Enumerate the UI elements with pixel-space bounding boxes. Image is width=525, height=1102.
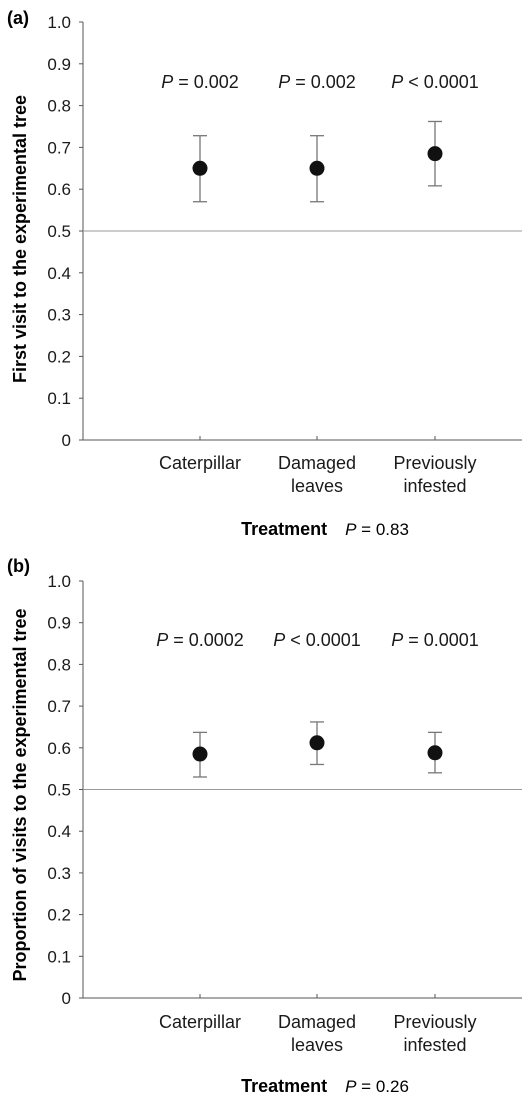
y-tick-label: 0.9: [47, 614, 71, 633]
y-tick-label: 0.7: [47, 138, 71, 157]
panel-b-x-axis-label: Treatment P = 0.26: [241, 1076, 409, 1096]
y-tick-label: 0.1: [47, 389, 71, 408]
y-tick-label: 0: [62, 989, 71, 1008]
panel-b-p-labels: P = 0.0002 P < 0.0001 P = 0.0001: [156, 630, 479, 650]
y-tick-label: 0.6: [47, 739, 71, 758]
y-tick-label: 0.4: [47, 264, 71, 283]
y-tick-label: 0.4: [47, 822, 71, 841]
p-value-label: P = 0.0002: [156, 630, 244, 650]
y-tick-label: 0.3: [47, 864, 71, 883]
panel-a-x-categories: Caterpillar Damaged leaves Previously infest…: [159, 453, 477, 496]
data-point: [192, 746, 208, 762]
x-category-label: Previously: [393, 453, 476, 473]
panel-a-p-labels: P = 0.002 P = 0.002 P < 0.0001: [161, 72, 479, 92]
p-value-label: P = 0.0001: [391, 630, 479, 650]
y-tick-label: 0.5: [47, 222, 71, 241]
x-category-label: Caterpillar: [159, 1012, 241, 1032]
x-category-label: Previously: [393, 1012, 476, 1032]
panel-b-y-axis-label: Proportion of visits to the experimental…: [10, 608, 30, 981]
panel-a-label: (a): [7, 8, 29, 28]
y-tick-label: 0.8: [47, 97, 71, 116]
p-value-label: P < 0.0001: [391, 72, 479, 92]
y-tick-label: 0.6: [47, 180, 71, 199]
panel-a-x-axis-label: Treatment P = 0.83: [241, 519, 409, 539]
panel-a-axes: 0 0.1 0.2 0.3 0.4 0.5 0.6 0.7 0.8 0.9 1.0: [47, 13, 522, 450]
y-tick-label: 0.7: [47, 697, 71, 716]
y-tick-label: 0.2: [47, 906, 71, 925]
data-point: [309, 735, 325, 751]
x-category-label: infested: [403, 476, 466, 496]
y-tick-label: 0.8: [47, 655, 71, 674]
panel-a-y-axis-label: First visit to the experimental tree: [10, 95, 30, 383]
x-category-label: leaves: [291, 1035, 343, 1055]
y-tick-label: 1.0: [47, 572, 71, 591]
data-point: [309, 160, 325, 176]
x-category-label: infested: [403, 1035, 466, 1055]
y-tick-label: 0: [62, 431, 71, 450]
panel-b-x-categories: Caterpillar Damaged leaves Previously infest…: [159, 1012, 477, 1055]
panel-b-label: (b): [7, 556, 30, 576]
p-value-label: P < 0.0001: [273, 630, 361, 650]
data-point: [427, 745, 443, 761]
data-point: [192, 160, 208, 176]
panel-b: (b) Proportion of visits to the experime…: [7, 556, 522, 1096]
x-category-label: Damaged: [278, 453, 356, 473]
y-tick-label: 0.5: [47, 781, 71, 800]
p-value-label: P = 0.002: [278, 72, 356, 92]
p-value-label: P = 0.002: [161, 72, 239, 92]
y-tick-label: 0.1: [47, 947, 71, 966]
panel-a-marks: [192, 120, 443, 203]
panel-a: (a) First visit to the experimental tree…: [7, 8, 522, 539]
x-category-label: Caterpillar: [159, 453, 241, 473]
x-category-label: leaves: [291, 476, 343, 496]
panel-b-axes: 0 0.1 0.2 0.3 0.4 0.5 0.6 0.7 0.8 0.9 1.0: [47, 572, 522, 1008]
x-category-label: Damaged: [278, 1012, 356, 1032]
y-tick-label: 0.9: [47, 55, 71, 74]
y-tick-label: 0.3: [47, 306, 71, 325]
panel-b-marks: [192, 721, 443, 778]
y-tick-label: 1.0: [47, 13, 71, 32]
y-tick-label: 0.2: [47, 347, 71, 366]
data-point: [427, 146, 443, 162]
